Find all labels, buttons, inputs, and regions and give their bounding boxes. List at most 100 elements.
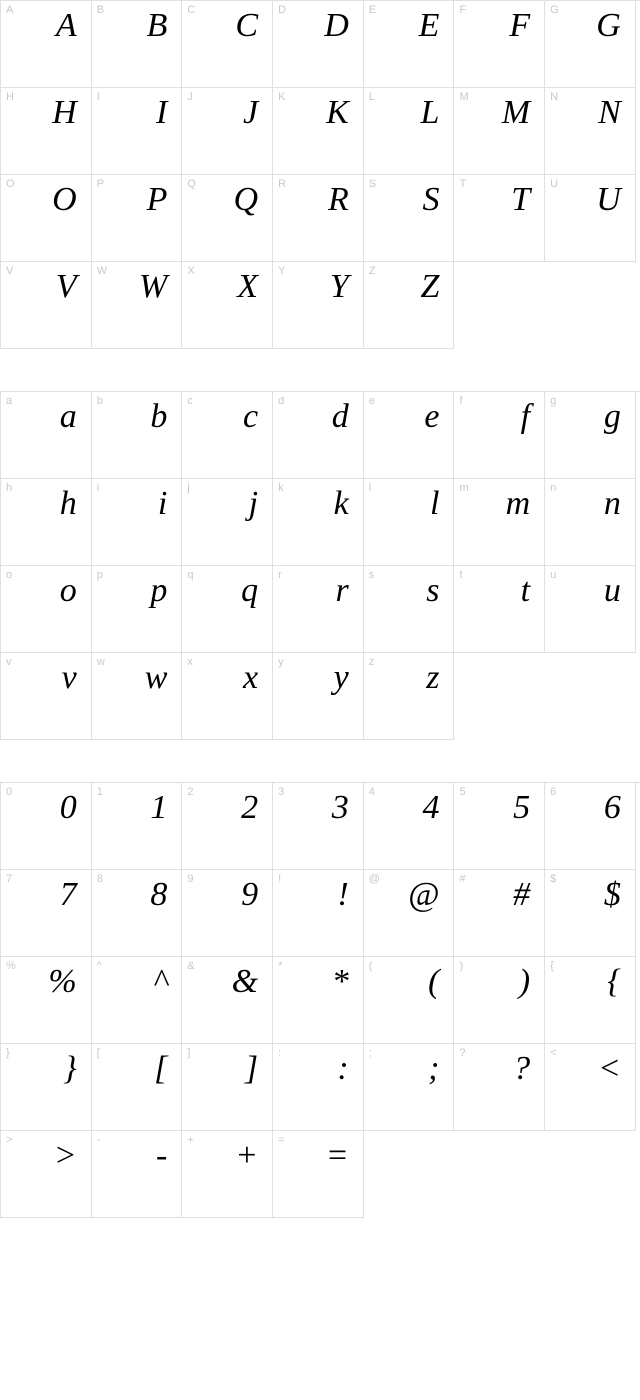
glyph-cell: ee bbox=[364, 392, 455, 479]
cell-glyph: c bbox=[243, 400, 258, 434]
glyph-cell: ?? bbox=[454, 1044, 545, 1131]
cell-glyph: v bbox=[62, 661, 77, 695]
cell-key-label: e bbox=[369, 395, 375, 407]
empty-cell bbox=[545, 1131, 636, 1218]
glyph-cell: << bbox=[545, 1044, 636, 1131]
cell-key-label: 0 bbox=[6, 786, 12, 798]
cell-key-label: d bbox=[278, 395, 284, 407]
glyph-cell: UU bbox=[545, 175, 636, 262]
cell-glyph: < bbox=[598, 1052, 621, 1086]
cell-key-label: 1 bbox=[97, 786, 103, 798]
cell-key-label: % bbox=[6, 960, 16, 972]
empty-cell bbox=[454, 262, 545, 349]
cell-key-label: i bbox=[97, 482, 99, 494]
cell-key-label: A bbox=[6, 4, 13, 16]
cell-key-label: u bbox=[550, 569, 556, 581]
cell-glyph: i bbox=[158, 487, 167, 521]
cell-key-label: Q bbox=[187, 178, 196, 190]
cell-glyph: Y bbox=[330, 270, 349, 304]
cell-glyph: 7 bbox=[60, 878, 77, 912]
cell-key-label: G bbox=[550, 4, 559, 16]
cell-glyph: $ bbox=[604, 878, 621, 912]
glyph-row: OOPPQQRRSSTTUU bbox=[1, 175, 640, 262]
cell-glyph: I bbox=[156, 96, 167, 130]
empty-cell bbox=[545, 262, 636, 349]
cell-glyph: V bbox=[56, 270, 77, 304]
cell-key-label: B bbox=[97, 4, 104, 16]
glyph-cell: RR bbox=[273, 175, 364, 262]
cell-glyph: U bbox=[596, 183, 621, 217]
cell-key-label: W bbox=[97, 265, 107, 277]
cell-glyph: 2 bbox=[241, 791, 258, 825]
glyph-cell: OO bbox=[1, 175, 92, 262]
cell-key-label: - bbox=[97, 1134, 101, 1146]
glyph-cell: zz bbox=[364, 653, 455, 740]
cell-glyph: % bbox=[48, 965, 76, 999]
glyph-cell: QQ bbox=[182, 175, 273, 262]
glyph-cell: xx bbox=[182, 653, 273, 740]
cell-glyph: ; bbox=[428, 1052, 439, 1086]
cell-key-label: + bbox=[187, 1134, 193, 1146]
cell-glyph: A bbox=[56, 9, 77, 43]
cell-glyph: f bbox=[521, 400, 530, 434]
cell-glyph: R bbox=[328, 183, 349, 217]
glyph-cell: cc bbox=[182, 392, 273, 479]
cell-glyph: 0 bbox=[60, 791, 77, 825]
glyph-cell: ww bbox=[92, 653, 183, 740]
cell-key-label: X bbox=[187, 265, 194, 277]
empty-cell bbox=[454, 1131, 545, 1218]
cell-glyph: 8 bbox=[150, 878, 167, 912]
glyph-cell: {{ bbox=[545, 957, 636, 1044]
glyph-cell: -- bbox=[92, 1131, 183, 1218]
cell-glyph: ^ bbox=[153, 965, 167, 999]
cell-key-label: M bbox=[459, 91, 468, 103]
glyph-cell: ^^ bbox=[92, 957, 183, 1044]
glyph-row: hhiijjkkllmmnn bbox=[1, 479, 640, 566]
glyph-cell: 00 bbox=[1, 783, 92, 870]
cell-glyph: ) bbox=[519, 965, 530, 999]
cell-glyph: - bbox=[156, 1139, 167, 1173]
cell-glyph: > bbox=[54, 1139, 77, 1173]
cell-key-label: Z bbox=[369, 265, 376, 277]
cell-glyph: X bbox=[237, 270, 258, 304]
cell-key-label: # bbox=[459, 873, 465, 885]
cell-glyph: C bbox=[235, 9, 258, 43]
cell-glyph: P bbox=[147, 183, 168, 217]
glyph-cell: FF bbox=[454, 1, 545, 88]
cell-glyph: k bbox=[334, 487, 349, 521]
cell-key-label: U bbox=[550, 178, 558, 190]
cell-glyph: { bbox=[607, 965, 621, 999]
cell-key-label: a bbox=[6, 395, 12, 407]
cell-glyph: M bbox=[502, 96, 530, 130]
glyph-cell: ii bbox=[92, 479, 183, 566]
cell-glyph: Q bbox=[234, 183, 259, 217]
glyph-cell: 66 bbox=[545, 783, 636, 870]
glyph-cell: LL bbox=[364, 88, 455, 175]
glyph-cell: ZZ bbox=[364, 262, 455, 349]
glyph-cell: CC bbox=[182, 1, 273, 88]
glyph-row: %%^^&&**(()){{ bbox=[1, 957, 640, 1044]
glyph-cell: pp bbox=[92, 566, 183, 653]
cell-key-label: c bbox=[187, 395, 193, 407]
glyph-cell: ff bbox=[454, 392, 545, 479]
glyph-cell: EE bbox=[364, 1, 455, 88]
glyph-cell: yy bbox=[273, 653, 364, 740]
glyph-cell: )) bbox=[454, 957, 545, 1044]
cell-glyph: T bbox=[511, 183, 530, 217]
cell-key-label: 3 bbox=[278, 786, 284, 798]
cell-key-label: y bbox=[278, 656, 284, 668]
cell-key-label: ; bbox=[369, 1047, 372, 1059]
cell-glyph: z bbox=[426, 661, 439, 695]
cell-glyph: = bbox=[326, 1139, 349, 1173]
cell-glyph: y bbox=[334, 661, 349, 695]
cell-key-label: r bbox=[278, 569, 282, 581]
cell-key-label: N bbox=[550, 91, 558, 103]
section-uppercase: AABBCCDDEEFFGGHHIIJJKKLLMMNNOOPPQQRRSSTT… bbox=[0, 0, 640, 349]
glyph-row: 778899!!@@##$$ bbox=[1, 870, 640, 957]
cell-key-label: n bbox=[550, 482, 556, 494]
cell-glyph: 5 bbox=[513, 791, 530, 825]
cell-key-label: V bbox=[6, 265, 13, 277]
cell-key-label: k bbox=[278, 482, 284, 494]
cell-glyph: J bbox=[243, 96, 258, 130]
glyph-row: AABBCCDDEEFFGG bbox=[1, 1, 640, 88]
